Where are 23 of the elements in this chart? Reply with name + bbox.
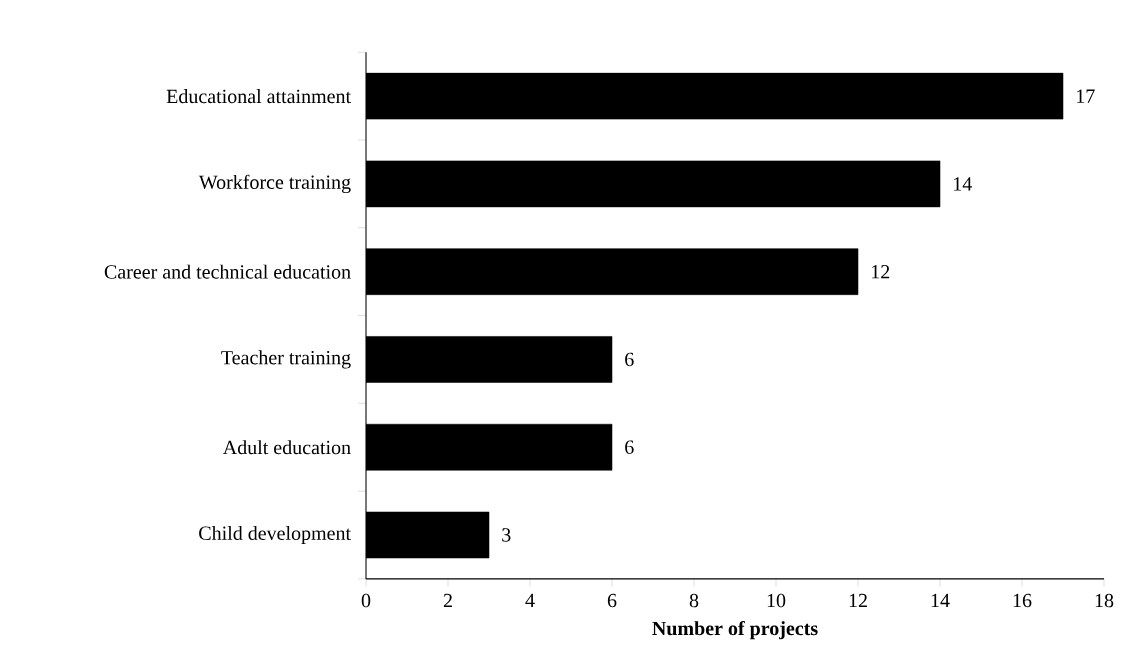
x-tick-label: 12 bbox=[849, 593, 867, 608]
x-tick-label: 10 bbox=[767, 593, 786, 608]
data-label: 6 bbox=[625, 352, 634, 367]
y-tick-label: Educational attainment bbox=[166, 89, 351, 104]
x-tick-label: 14 bbox=[931, 593, 950, 608]
y-tick-label: Adult education bbox=[222, 440, 351, 455]
data-label: 14 bbox=[954, 177, 972, 191]
y-tick-label: Workforce training bbox=[198, 174, 351, 194]
x-tick-label: 16 bbox=[1013, 593, 1032, 608]
data-label: 12 bbox=[872, 265, 890, 279]
y-tick-label: Child development bbox=[199, 525, 351, 545]
x-tick-label: 18 bbox=[1095, 593, 1114, 608]
x-tick-label: 4 bbox=[525, 593, 535, 608]
y-tick-label: Teacher training bbox=[221, 350, 351, 369]
data-label: 17 bbox=[1077, 89, 1095, 103]
x-tick-label: 2 bbox=[443, 593, 452, 608]
data-label: 3 bbox=[502, 528, 511, 542]
y-tick-label: Career and technical education bbox=[104, 264, 351, 279]
data-label: 6 bbox=[625, 440, 634, 454]
x-tick-label: 0 bbox=[361, 593, 371, 608]
x-axis-title: Number of projects bbox=[652, 620, 818, 640]
x-tick-label: 6 bbox=[607, 593, 617, 608]
x-tick-label: 8 bbox=[689, 593, 699, 608]
